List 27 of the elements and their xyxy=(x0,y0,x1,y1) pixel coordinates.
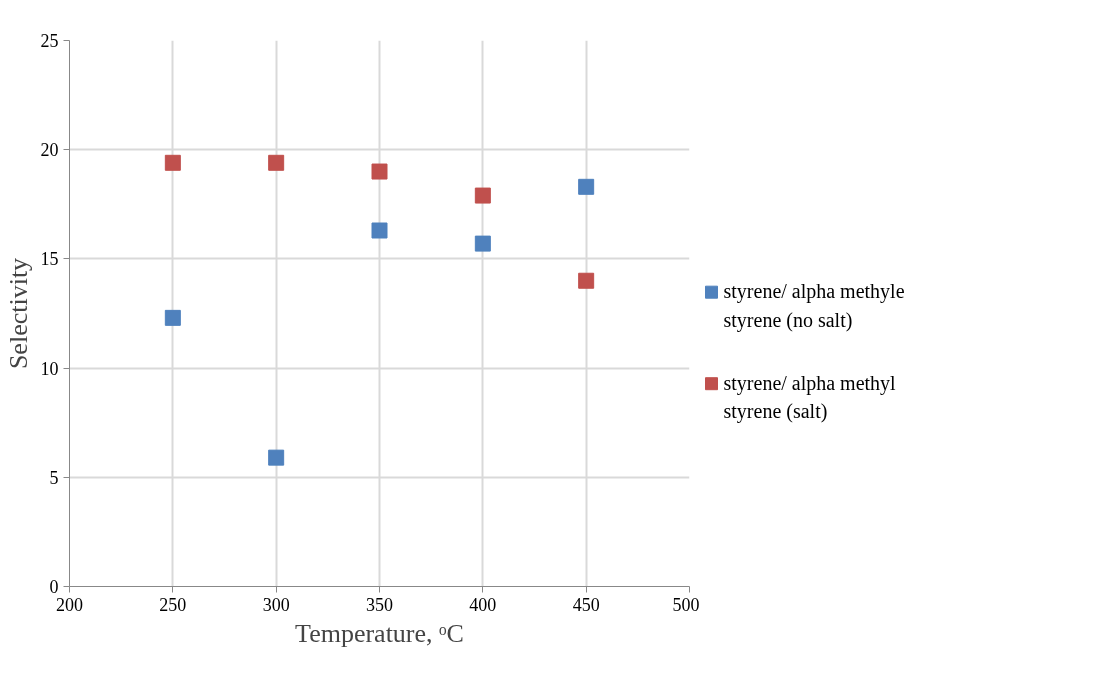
x-tick-label: 300 xyxy=(262,594,290,615)
legend-label: styrene/ alpha methyl styrene (salt) xyxy=(723,371,897,424)
point xyxy=(578,178,595,195)
y-axis-title: Selectivity xyxy=(3,257,33,370)
point xyxy=(371,163,388,180)
x-tick-label: 400 xyxy=(469,594,497,615)
point xyxy=(164,309,181,326)
y-tick-label: 25 xyxy=(40,31,59,51)
y-tick-label: 10 xyxy=(40,358,59,379)
point xyxy=(474,235,491,252)
point xyxy=(164,154,181,171)
x-tick-label: 500 xyxy=(672,594,700,615)
y-tick-label: 0 xyxy=(49,577,59,597)
point xyxy=(578,272,595,289)
x-axis-title: Temperature, ᵒC xyxy=(295,618,464,648)
y-tick-label: 5 xyxy=(49,467,59,488)
x-tick-label: 200 xyxy=(56,594,83,615)
y-tick-label: 15 xyxy=(40,249,59,270)
point xyxy=(268,154,285,171)
x-tick-label: 250 xyxy=(159,594,187,615)
x-tick-label: 350 xyxy=(366,594,393,615)
point xyxy=(371,222,388,239)
legend-label: styrene/ alpha methyle styrene (no salt) xyxy=(723,280,905,332)
y-tick-label: 20 xyxy=(40,140,59,161)
point xyxy=(268,449,285,466)
point xyxy=(474,187,491,204)
x-tick-label: 450 xyxy=(572,594,600,615)
